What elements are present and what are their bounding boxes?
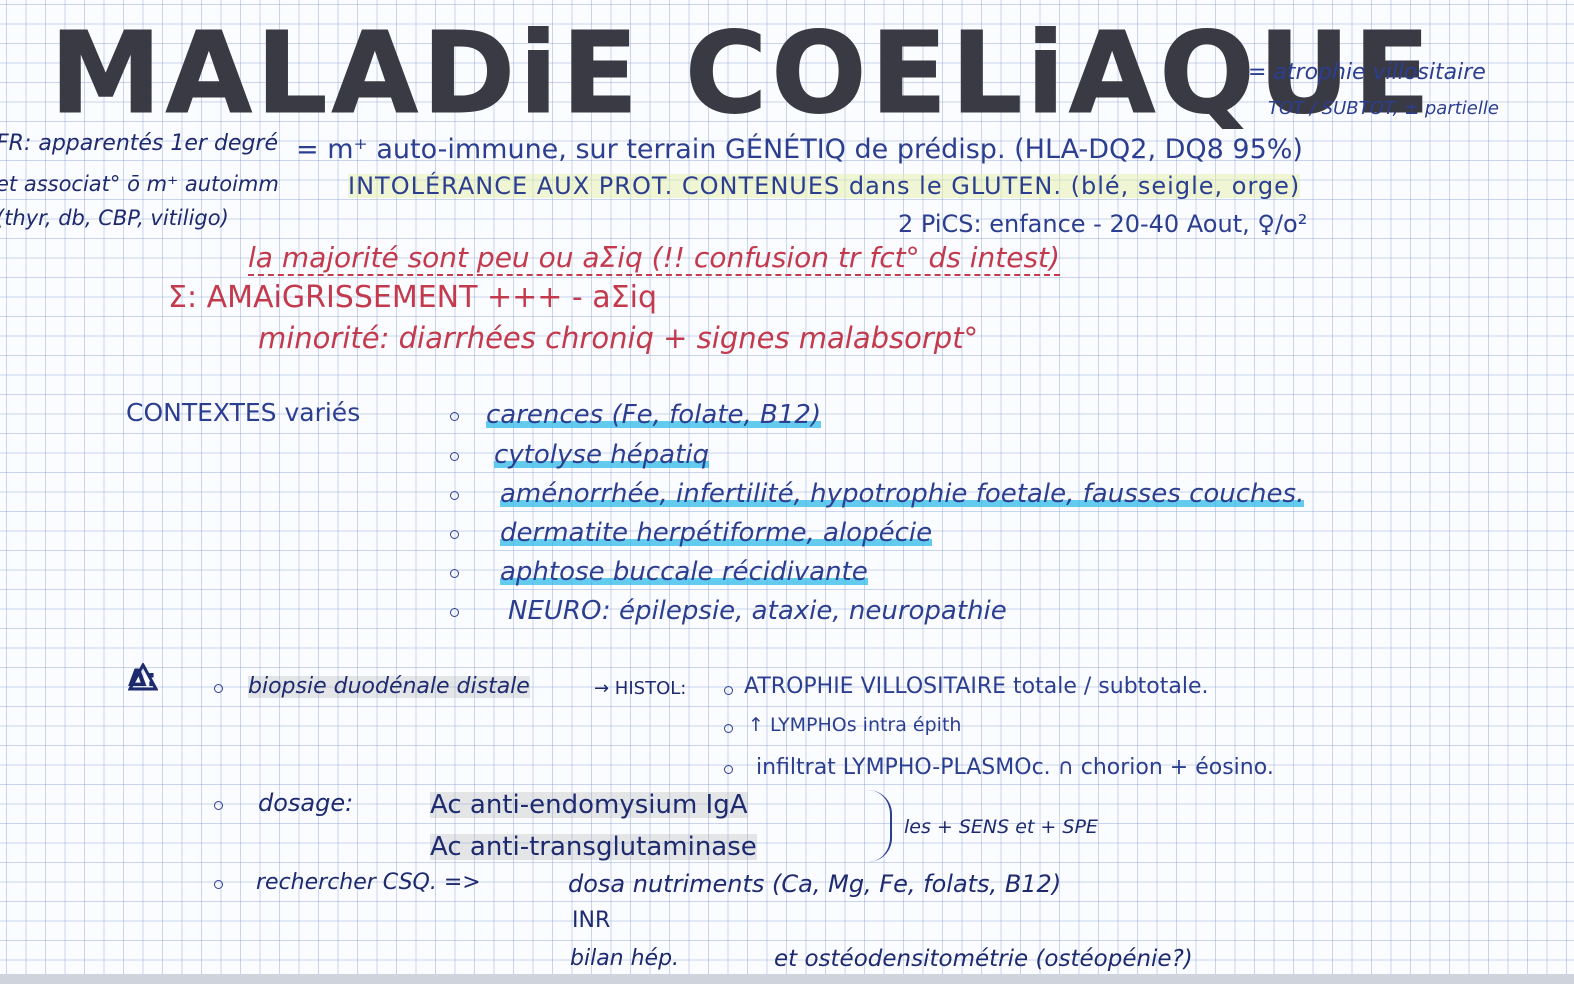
search-item: INR — [572, 908, 611, 933]
definition-note-2: TOT / SUBTOT, ± partielle — [1268, 98, 1499, 119]
risk-factor-2: et associat° ō m⁺ autoimm — [0, 172, 279, 196]
search-label: rechercher CSQ. => — [256, 870, 481, 895]
histol-arrow: → HISTOL: — [594, 678, 687, 699]
contexts-label: CONTEXTES variés — [126, 398, 361, 427]
risk-factor-3: (thyr, db, CBP, vitiligo) — [0, 206, 229, 230]
histol-item: infiltrat LYMPHO-PLASMOc. ∩ chorion + éo… — [756, 755, 1274, 780]
context-bullet — [450, 530, 459, 539]
symptoms-majority: la majorité sont peu ou aΣiq (!! confusi… — [248, 241, 1060, 276]
context-item: dermatite herpétiforme, alopécie — [500, 518, 933, 548]
context-item: carences (Fe, folate, B12) — [486, 400, 822, 430]
dosage-item: Ac anti-transglutaminase — [430, 832, 757, 862]
histol-bullet — [724, 686, 733, 695]
risk-factor-1: FR: apparentés 1er degré — [0, 131, 278, 156]
symptoms-minority: minorité: diarrhées chroniq + signes mal… — [258, 321, 979, 355]
page-title: MALADiE COELiAQUE — [49, 9, 1435, 139]
histol-bullet — [724, 765, 733, 774]
dosage-bracket — [868, 790, 892, 862]
symptoms-majority-text: la majorité sont peu ou aΣiq (!! confusi… — [248, 241, 1060, 276]
histol-bullet — [724, 724, 733, 733]
context-bullet — [450, 569, 459, 578]
search-item: dosa nutriments (Ca, Mg, Fe, folats, B12… — [568, 870, 1062, 898]
intro-line-2: INTOLÉRANCE AUX PROT. CONTENUES dans le … — [348, 172, 1301, 200]
dosage-item: Ac anti-endomysium IgA — [430, 790, 748, 820]
biopsy-text: biopsie duodénale distale — [248, 674, 530, 699]
dosage-note: les + SENS et + SPE — [904, 816, 1098, 838]
diagnosis-bullet — [214, 684, 223, 693]
context-bullet — [450, 452, 459, 461]
paper-edge — [0, 974, 1574, 984]
histol-item: ↑ LYMPHOs intra épith — [748, 714, 962, 736]
intro-peaks: 2 PiCS: enfance - 20-40 Aout, ♀/o² — [898, 210, 1308, 238]
histol-item: ATROPHIE VILLOSITAIRE totale / subtotale… — [744, 674, 1209, 699]
symptoms-sigma: Σ: AMAiGRISSEMENT +++ - aΣiq — [168, 280, 658, 315]
diagnosis-bullet — [214, 801, 223, 810]
context-item: NEURO: épilepsie, ataxie, neuropathie — [508, 596, 1007, 626]
intro-line-1: = m⁺ auto-immune, sur terrain GÉNÉTIQ de… — [296, 134, 1303, 165]
dosage-label: dosage: — [258, 789, 354, 817]
context-bullet — [450, 491, 459, 500]
warning-triangle-icon — [128, 663, 158, 691]
context-item: cytolyse hépatiq — [494, 440, 710, 470]
context-bullet — [450, 608, 459, 617]
warning-symbol: Δ: — [128, 664, 157, 692]
diagnosis-bullet — [214, 880, 223, 889]
search-item: bilan hép. — [570, 946, 680, 971]
context-bullet — [450, 412, 459, 421]
search-item: et ostéodensitométrie (ostéopénie?) — [774, 946, 1193, 972]
definition-note-1: = atrophie villositaire — [1248, 60, 1486, 85]
context-item: aphtose buccale récidivante — [500, 557, 868, 587]
context-item: aménorrhée, infertilité, hypotrophie foe… — [500, 479, 1305, 509]
